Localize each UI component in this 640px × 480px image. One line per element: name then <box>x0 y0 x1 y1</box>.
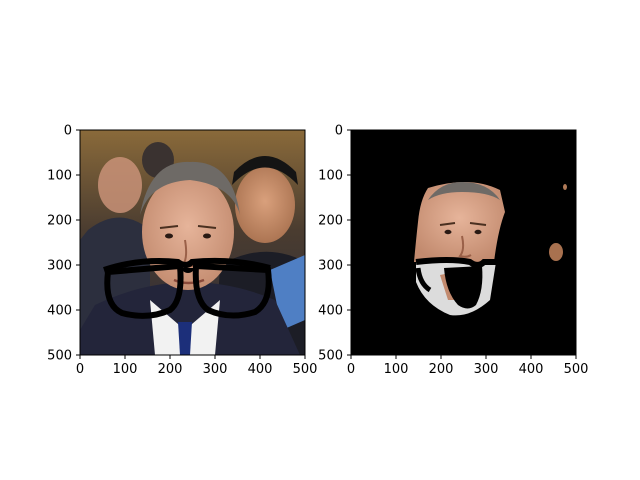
x-tick-label: 400 <box>248 362 273 377</box>
y-tick-label: 100 <box>318 169 343 184</box>
y-tick-label: 300 <box>318 259 343 274</box>
y-tick-label: 200 <box>318 214 343 229</box>
y-tick-label: 400 <box>318 304 343 319</box>
image-panel-original: 0 100 200 300 400 500 0 100 200 300 400 500 <box>47 124 317 378</box>
x-tick-label: 200 <box>429 362 454 377</box>
x-tick-label: 500 <box>564 362 589 377</box>
x-tick-label: 100 <box>113 362 138 377</box>
x-tick-label: 200 <box>158 362 183 377</box>
x-tick-label: 300 <box>474 362 499 377</box>
x-tick-label: 500 <box>293 362 318 377</box>
x-tick-label: 400 <box>519 362 544 377</box>
y-tick-label: 400 <box>47 304 72 319</box>
y-tick-label: 0 <box>335 124 343 139</box>
y-tick-label: 300 <box>47 259 72 274</box>
x-tick-label: 300 <box>203 362 228 377</box>
photo-two-men-with-drawn-eyeglasses-icon <box>80 130 305 355</box>
x-tick-label: 0 <box>76 362 84 377</box>
x-tick-label: 100 <box>384 362 409 377</box>
image-panel-segmentation: 0 100 200 300 400 500 0 100 200 300 400 500 <box>318 124 588 378</box>
y-tick-label: 0 <box>64 124 72 139</box>
segmented-face-mask-icon <box>351 130 576 355</box>
y-tick-label: 500 <box>47 349 72 364</box>
y-tick-label: 100 <box>47 169 72 184</box>
y-tick-label: 200 <box>47 214 72 229</box>
x-tick-label: 0 <box>347 362 355 377</box>
y-tick-label: 500 <box>318 349 343 364</box>
